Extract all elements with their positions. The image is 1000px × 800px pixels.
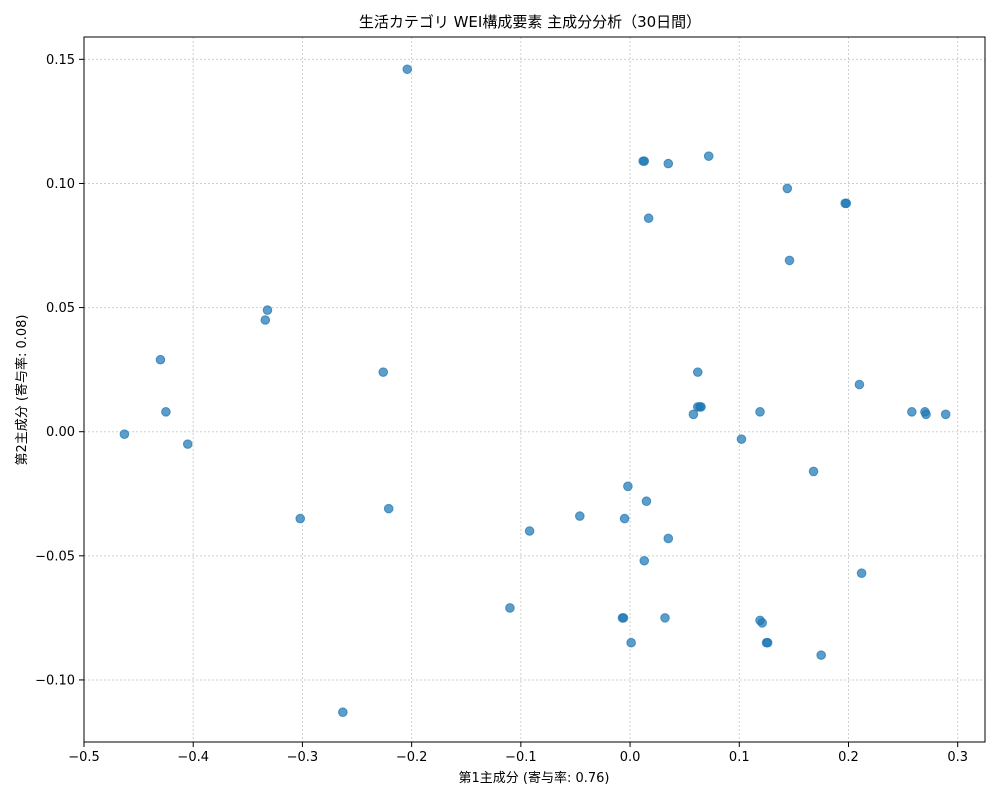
x-tick-label: −0.5 xyxy=(68,750,100,765)
data-point xyxy=(841,198,852,209)
x-tick-label: 0.3 xyxy=(947,750,968,765)
data-point xyxy=(182,439,193,449)
data-points xyxy=(119,64,951,718)
y-axis-label: 第2主成分 (寄与率: 0.08) xyxy=(14,314,30,465)
data-point xyxy=(856,568,867,578)
data-point xyxy=(378,367,389,377)
data-point xyxy=(262,305,273,315)
data-point xyxy=(161,407,171,417)
x-tick-label: −0.4 xyxy=(177,750,209,765)
data-point xyxy=(757,618,768,628)
data-point xyxy=(641,496,652,507)
chart-title: 生活カテゴリ WEI構成要素 主成分分析（30日間） xyxy=(359,13,701,31)
data-point xyxy=(639,156,650,166)
data-point xyxy=(524,526,535,536)
x-tick-label: 0.1 xyxy=(729,750,750,765)
y-tick-label: 0.15 xyxy=(46,53,75,68)
y-tick-label: 0.10 xyxy=(46,177,75,192)
data-point xyxy=(383,503,394,514)
data-point xyxy=(260,315,271,325)
data-point xyxy=(703,151,714,161)
y-tick-label: 0.00 xyxy=(46,425,75,440)
data-point xyxy=(663,158,674,169)
data-point xyxy=(623,481,633,492)
data-point xyxy=(643,213,654,224)
data-point xyxy=(155,354,166,365)
x-tick-label: −0.1 xyxy=(505,750,537,765)
x-tick-label: −0.2 xyxy=(396,750,428,765)
data-point xyxy=(402,64,413,75)
x-tick-label: 0.2 xyxy=(838,750,859,765)
data-point xyxy=(782,183,793,194)
data-point xyxy=(619,513,630,524)
data-point xyxy=(639,555,650,566)
data-point xyxy=(816,650,826,660)
data-point xyxy=(692,367,703,377)
data-point xyxy=(940,409,951,420)
data-point xyxy=(338,707,348,718)
data-point xyxy=(762,637,773,648)
data-point xyxy=(854,379,865,390)
data-point xyxy=(688,409,699,420)
data-point xyxy=(921,409,931,420)
y-tick-label: −0.10 xyxy=(35,673,75,688)
data-point xyxy=(119,429,130,439)
data-point xyxy=(907,407,917,417)
data-point xyxy=(736,434,747,444)
data-point xyxy=(663,533,674,544)
y-tick-label: −0.05 xyxy=(35,549,75,564)
data-point xyxy=(755,407,765,417)
x-axis-label: 第1主成分 (寄与率: 0.76) xyxy=(458,770,609,786)
x-tick-label: 0.0 xyxy=(620,750,641,765)
data-point xyxy=(784,255,795,266)
data-point xyxy=(808,466,819,477)
data-point xyxy=(295,513,306,524)
data-point xyxy=(696,402,706,412)
data-point xyxy=(505,603,515,613)
grid-layer xyxy=(83,37,985,742)
data-point xyxy=(660,613,670,623)
y-tick-label: 0.05 xyxy=(46,301,75,316)
plot-area-frame xyxy=(83,36,986,743)
x-tick-label: −0.3 xyxy=(287,750,319,765)
data-point xyxy=(626,637,636,648)
y-axis-ticks: −0.10 −0.05 0.00 0.05 0.10 0.15 xyxy=(35,53,84,688)
data-point xyxy=(618,613,629,623)
x-axis-ticks: −0.5 −0.4 −0.3 −0.2 −0.1 0.0 0.1 0.2 0.3 xyxy=(68,742,968,765)
data-point xyxy=(575,511,585,521)
